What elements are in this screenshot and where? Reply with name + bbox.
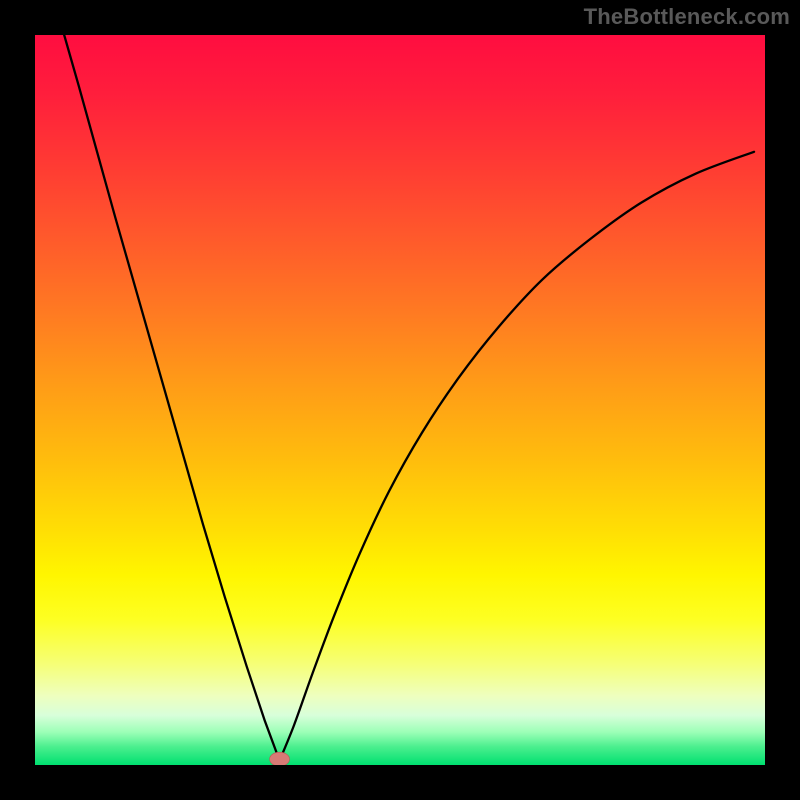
chart-frame: TheBottleneck.com [0,0,800,800]
plot-background [35,35,765,765]
minimum-marker [270,752,290,766]
bottleneck-chart [0,0,800,800]
watermark-text: TheBottleneck.com [584,4,790,30]
